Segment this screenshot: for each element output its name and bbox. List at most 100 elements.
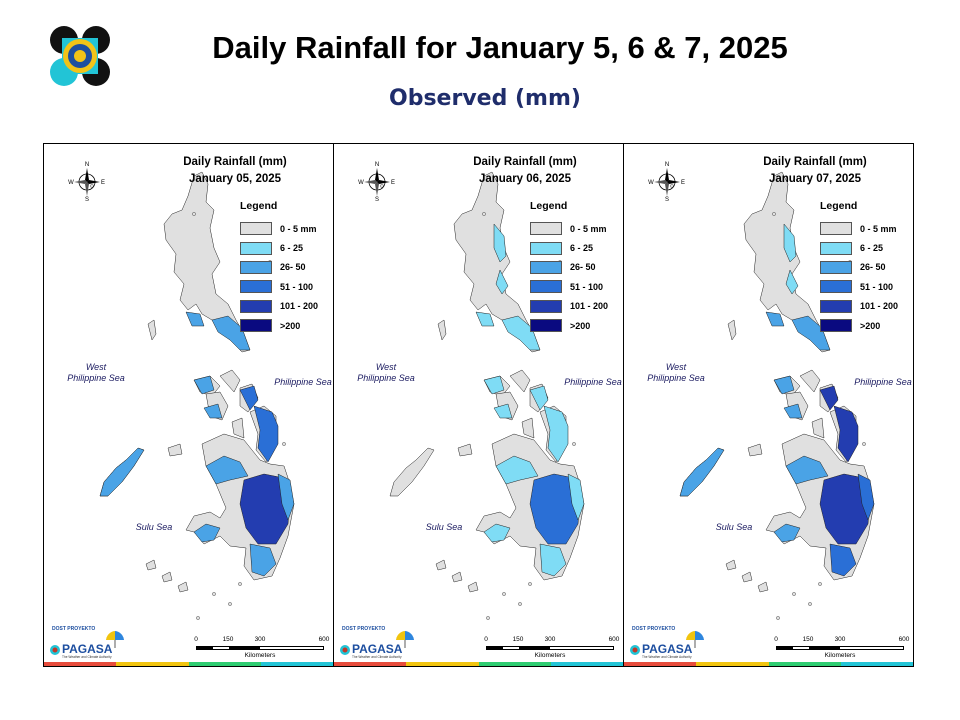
panel-title-line: Daily Rainfall (mm) — [473, 156, 577, 168]
legend-item: 26- 50 — [530, 258, 623, 277]
compass-s: S — [665, 197, 669, 202]
land-region — [435, 559, 447, 571]
scale-tick-label: 150 — [512, 636, 524, 643]
scale-ticks: 0 150 300 600 — [482, 636, 619, 646]
legend-label: >200 — [280, 320, 301, 331]
rainfall-zone-mindanao-south — [857, 473, 875, 521]
north-arrow-icon: N S W E — [358, 162, 395, 202]
legend-swatch — [820, 241, 852, 255]
rainfall-zone-visayas-west — [783, 403, 803, 419]
legend-label: 26- 50 — [570, 262, 596, 273]
svg-text:PAGASA: PAGASA — [642, 642, 693, 656]
rainfall-zone-luzon-east — [493, 223, 507, 263]
legend-label: 51 - 100 — [570, 281, 604, 292]
legend-item: 0 - 5 mm — [530, 219, 623, 238]
land-region — [437, 319, 447, 341]
scale-tick-label: 0 — [774, 636, 778, 643]
panel-date: January 07, 2025 — [768, 173, 862, 185]
legend-label: 51 - 100 — [860, 281, 894, 292]
scale-tick-label: 600 — [318, 636, 330, 643]
islet — [238, 582, 242, 586]
islet — [228, 602, 232, 606]
compass-n: N — [85, 162, 89, 168]
compass-e: E — [681, 180, 685, 186]
legend-label: 101 - 200 — [860, 301, 899, 312]
legend-swatch — [530, 299, 562, 313]
legend-swatch — [530, 260, 562, 274]
islet — [502, 592, 506, 596]
islet — [482, 212, 486, 216]
legend-swatch — [820, 299, 852, 313]
page-title: Daily Rainfall for January 5, 6 & 7, 202… — [212, 30, 788, 65]
pagasa-logo: DOST PROYEKTO PAGASA The Weather and Cli… — [630, 626, 704, 659]
scale-tick-label: 0 — [194, 636, 198, 643]
scale-bar-graphic — [776, 646, 904, 650]
scale-tick-label: 300 — [254, 636, 266, 643]
rainfall-zone-mindanao-north — [495, 455, 539, 485]
rainfall-zone-mindanao-central — [529, 473, 581, 545]
legend: Legend 0 - 5 mm 6 - 25 26- 50 51 - 100 101 -… — [240, 200, 333, 335]
rainfall-zone-visayas-west — [483, 375, 505, 395]
legend-item: >200 — [530, 316, 623, 335]
label-west-philippine-sea: West Philippine Sea — [357, 362, 415, 383]
rainfall-zone-visayas-east — [833, 405, 859, 463]
islet — [792, 592, 796, 596]
islet — [862, 442, 866, 446]
rainfall-zone-bicol — [765, 311, 785, 327]
rainfall-zone-mindanao-north — [773, 523, 801, 543]
rainfall-zone-visayas-west — [773, 375, 795, 395]
islet — [282, 442, 286, 446]
legend-item: 6 - 25 — [530, 238, 623, 257]
legend-swatch — [820, 222, 852, 236]
land-region — [167, 443, 183, 457]
rainfall-zone-palawan — [99, 447, 145, 497]
land-region — [741, 571, 753, 583]
rainfall-zone-mindanao-north — [193, 523, 221, 543]
compass-s: S — [85, 197, 89, 202]
legend-swatch — [240, 319, 272, 333]
rainfall-zone-luzon-east — [783, 223, 797, 263]
land-region — [509, 369, 531, 393]
legend-swatch — [240, 222, 272, 236]
rainfall-zone-visayas-east — [543, 405, 569, 463]
svg-text:PAGASA: PAGASA — [62, 642, 113, 656]
legend-swatch — [820, 260, 852, 274]
compass-e: E — [391, 180, 395, 186]
rainfall-zone-bicol — [185, 311, 205, 327]
panel-title: Daily Rainfall (mm) January 07, 2025 — [745, 154, 885, 188]
decorative-strip — [334, 662, 623, 666]
legend-label: 6 - 25 — [860, 243, 884, 254]
label-philippine-sea: Philippine Sea — [564, 377, 622, 387]
land-region — [145, 559, 157, 571]
rainfall-zone-mindanao-south — [249, 543, 277, 577]
map-panel: N S W E Daily Rainfall (mm) January 06, … — [334, 144, 624, 666]
legend-item: 26- 50 — [240, 258, 333, 277]
islet — [818, 582, 822, 586]
legend-item: 101 - 200 — [240, 297, 333, 316]
label-philippine-sea: Philippine Sea — [274, 377, 332, 387]
compass-n: N — [375, 162, 379, 168]
legend-label: >200 — [860, 320, 881, 331]
land-region — [811, 417, 825, 439]
legend-swatch — [240, 241, 272, 255]
svg-text:DOST PROYEKTO: DOST PROYEKTO — [52, 626, 95, 632]
philippines-rainfall-map — [376, 171, 585, 620]
rainfall-zone-visayas-west — [493, 403, 513, 419]
legend-title: Legend — [530, 200, 568, 212]
rainfall-zone-palawan — [679, 447, 725, 497]
land-region — [389, 447, 435, 497]
panel-date: January 05, 2025 — [188, 173, 282, 185]
legend-item: >200 — [820, 316, 913, 335]
page-subtitle: Observed (mm) — [389, 86, 581, 111]
legend-swatch — [530, 280, 562, 294]
legend-label: 26- 50 — [860, 262, 886, 273]
rainfall-zone-luzon-east — [495, 269, 509, 295]
compass-n: N — [665, 162, 669, 168]
map-panel: N S W E Daily Rainfall (mm) January 05, … — [44, 144, 334, 666]
legend-label: >200 — [570, 320, 591, 331]
compass-w: W — [648, 180, 654, 186]
pagasa-logo: DOST PROYEKTO PAGASA The Weather and Cli… — [340, 626, 414, 659]
decorative-strip — [624, 662, 913, 666]
label-west-philippine-sea: West Philippine Sea — [647, 362, 705, 383]
rainfall-zone-mindanao-south — [567, 473, 585, 521]
